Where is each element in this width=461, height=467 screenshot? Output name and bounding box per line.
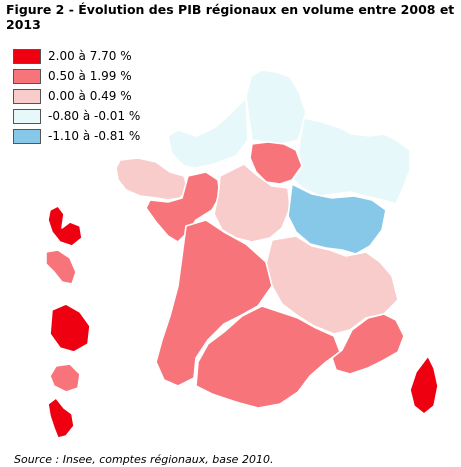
- region-bourgogne-franche-comte: [287, 183, 387, 255]
- legend-item-class-5: -1.10 à -0.81 %: [13, 126, 140, 146]
- region-normandie: [167, 97, 249, 169]
- region-corse: [409, 355, 439, 415]
- legend-swatch-class-4: [13, 108, 41, 124]
- region-nord-est: [291, 117, 411, 205]
- legend-swatch-class-1: [13, 48, 41, 64]
- region-guyane: [49, 303, 91, 353]
- source-note: Source : Insee, comptes régionaux, base …: [14, 453, 274, 466]
- legend-item-class-1: 2.00 à 7.70 %: [13, 46, 140, 66]
- map-legend: 2.00 à 7.70 % 0.50 à 1.99 % 0.00 à 0.49 …: [13, 46, 140, 146]
- legend-swatch-class-2: [13, 68, 41, 84]
- region-bretagne: [115, 157, 189, 201]
- region-paca: [331, 313, 405, 375]
- legend-label-class-5: -1.10 à -0.81 %: [48, 129, 141, 143]
- region-la-reunion: [49, 363, 81, 393]
- region-ile-de-france: [249, 141, 303, 185]
- legend-label-class-2: 0.50 à 1.99 %: [48, 69, 132, 83]
- region-guadeloupe: [47, 205, 83, 247]
- legend-label-class-4: -0.80 à -0.01 %: [48, 109, 141, 123]
- legend-swatch-class-3: [13, 88, 41, 104]
- region-martinique: [45, 249, 77, 285]
- region-nord: [245, 69, 307, 145]
- region-nouvelle-aquitaine: [155, 219, 273, 387]
- legend-item-class-4: -0.80 à -0.01 %: [13, 106, 140, 126]
- legend-swatch-class-5: [13, 128, 41, 144]
- legend-label-class-3: 0.00 à 0.49 %: [48, 89, 132, 103]
- region-occitanie: [195, 305, 341, 409]
- region-mayotte: [47, 397, 75, 439]
- legend-item-class-2: 0.50 à 1.99 %: [13, 66, 140, 86]
- legend-item-class-3: 0.00 à 0.49 %: [13, 86, 140, 106]
- legend-label-class-1: 2.00 à 7.70 %: [48, 49, 132, 63]
- region-centre: [213, 163, 291, 243]
- map-title: Figure 2 - Évolution des PIB régionaux e…: [6, 2, 455, 32]
